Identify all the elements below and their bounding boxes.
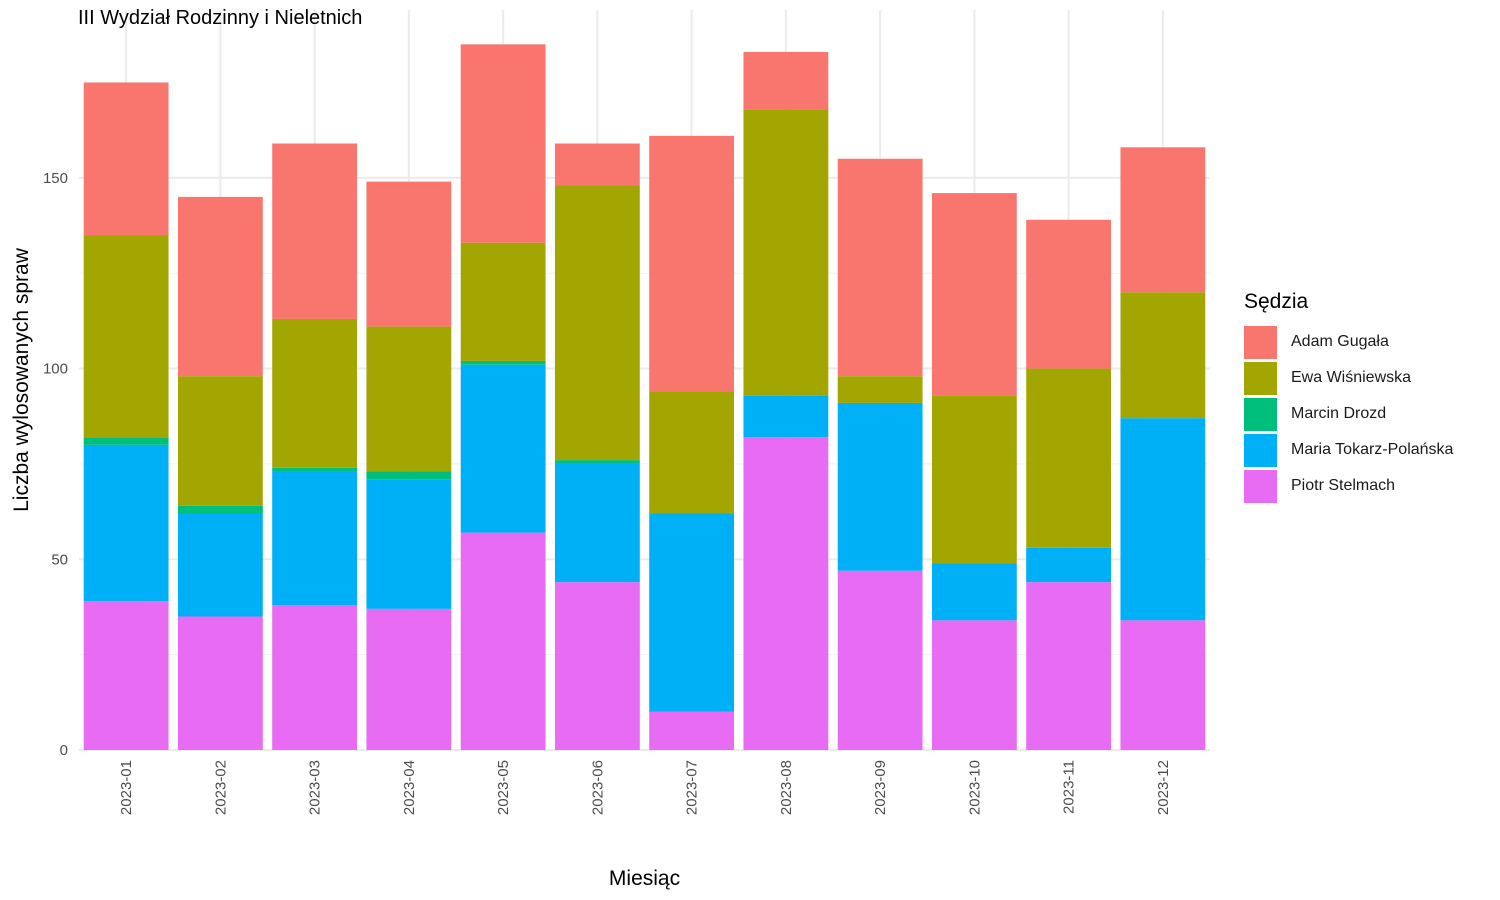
legend-swatch (1244, 397, 1277, 431)
y-axis-title: Liczba wylosowanych spraw (10, 247, 33, 512)
x-tick-label: 2023-07 (684, 760, 701, 815)
bar-segment-marcin-drozd (460, 360, 546, 365)
bar-segment-piotr-stelmach (366, 608, 452, 750)
bar-segment-ewa-wi-niewska (931, 395, 1017, 564)
bar-segment-maria-tokarz-pola-ska (743, 395, 829, 438)
bar-segment-marcin-drozd (177, 505, 263, 514)
bar-segment-ewa-wi-niewska (460, 242, 546, 361)
bar-segment-marcin-drozd (366, 471, 452, 480)
chart-title: III Wydział Rodzinny i Nieletnich (78, 7, 363, 29)
bar-segment-marcin-drozd (554, 460, 640, 464)
legend-label: Marcin Drozd (1291, 405, 1387, 422)
x-tick-label: 2023-05 (495, 760, 512, 815)
bar-segment-ewa-wi-niewska (1026, 368, 1112, 548)
bar-segment-ewa-wi-niewska (1120, 292, 1206, 419)
legend-label: Adam Gugała (1291, 333, 1389, 350)
y-tick-label: 0 (60, 742, 68, 759)
bar-segment-piotr-stelmach (83, 601, 169, 750)
bar-segment-adam-guga-a (272, 143, 358, 319)
bar-segment-ewa-wi-niewska (554, 185, 640, 461)
bar-segment-maria-tokarz-pola-ska (931, 563, 1017, 621)
x-tick-label: 2023-09 (872, 760, 889, 815)
bar-segment-maria-tokarz-pola-ska (554, 463, 640, 583)
legend-swatch (1244, 433, 1277, 467)
bar-segment-piotr-stelmach (1120, 620, 1206, 750)
legend-item: Maria Tokarz-Polańska (1244, 432, 1453, 468)
bar-segment-maria-tokarz-pola-ska (366, 479, 452, 609)
legend-item: Piotr Stelmach (1244, 468, 1453, 504)
legend-item: Adam Gugała (1244, 324, 1453, 360)
bar-segment-adam-guga-a (743, 51, 829, 110)
bar-segment-maria-tokarz-pola-ska (177, 513, 263, 617)
x-tick-label: 2023-06 (589, 760, 606, 815)
bar-segment-maria-tokarz-pola-ska (649, 513, 735, 712)
x-tick-label: 2023-10 (966, 760, 983, 815)
bar-segment-piotr-stelmach (1026, 582, 1112, 750)
bar-segment-adam-guga-a (1120, 147, 1206, 293)
x-tick-label: 2023-04 (401, 760, 418, 815)
bar-segment-piotr-stelmach (931, 620, 1017, 750)
bar-segment-piotr-stelmach (272, 605, 358, 750)
legend-item: Ewa Wiśniewska (1244, 360, 1453, 396)
bar-segment-piotr-stelmach (460, 532, 546, 750)
bar-segment-marcin-drozd (272, 467, 358, 472)
x-tick-label: 2023-11 (1061, 760, 1078, 814)
x-tick-label: 2023-01 (118, 760, 135, 815)
x-tick-label: 2023-03 (307, 760, 324, 815)
y-tick-label: 150 (43, 170, 68, 187)
bar-segment-maria-tokarz-pola-ska (460, 364, 546, 533)
bar-segment-piotr-stelmach (554, 582, 640, 750)
bar-segment-maria-tokarz-pola-ska (837, 402, 923, 571)
y-tick-label: 50 (51, 551, 68, 568)
bar-segment-ewa-wi-niewska (177, 376, 263, 506)
bar-segment-ewa-wi-niewska (837, 376, 923, 403)
bar-segment-marcin-drozd (83, 437, 169, 445)
bar-segment-adam-guga-a (1026, 219, 1112, 369)
legend: Sędzia Adam Gugała Ewa Wiśniewska Marcin D… (1244, 290, 1453, 504)
legend-label: Piotr Stelmach (1291, 477, 1396, 494)
bar-segment-piotr-stelmach (743, 437, 829, 750)
legend-swatch (1244, 361, 1277, 395)
legend-item: Marcin Drozd (1244, 396, 1453, 432)
x-tick-label: 2023-08 (778, 760, 795, 815)
legend-label: Maria Tokarz-Polańska (1291, 441, 1454, 458)
legend-swatch (1244, 325, 1277, 359)
legend-swatch (1244, 469, 1277, 503)
bar-segment-maria-tokarz-pola-ska (1120, 418, 1206, 621)
y-tick-label: 100 (43, 361, 68, 378)
bar-segment-adam-guga-a (649, 135, 735, 392)
bar-segment-maria-tokarz-pola-ska (272, 471, 358, 606)
bar-segment-maria-tokarz-pola-ska (1026, 547, 1112, 583)
bar-segment-adam-guga-a (460, 44, 546, 243)
bar-segment-piotr-stelmach (649, 711, 735, 750)
bar-segment-maria-tokarz-pola-ska (83, 444, 169, 602)
legend-title: Sędzia (1244, 290, 1309, 313)
bar-segment-ewa-wi-niewska (272, 318, 358, 468)
bar-segment-adam-guga-a (366, 181, 452, 327)
x-tick-label: 2023-02 (212, 760, 229, 815)
bar-segment-ewa-wi-niewska (366, 326, 452, 472)
bar-segment-adam-guga-a (177, 196, 263, 377)
bar-segment-adam-guga-a (83, 82, 169, 236)
bar-segment-adam-guga-a (931, 193, 1017, 396)
bar-segment-ewa-wi-niewska (649, 391, 735, 514)
bar-segment-piotr-stelmach (177, 616, 263, 750)
bar-segment-ewa-wi-niewska (743, 109, 829, 396)
legend-items: Adam Gugała Ewa Wiśniewska Marcin Drozd Mar… (1244, 324, 1453, 504)
bar-segment-adam-guga-a (837, 158, 923, 377)
x-tick-label: 2023-12 (1155, 760, 1172, 815)
legend-label: Ewa Wiśniewska (1291, 369, 1412, 386)
bar-segment-ewa-wi-niewska (83, 235, 169, 438)
bar-segment-adam-guga-a (554, 143, 640, 186)
bar-segment-piotr-stelmach (837, 570, 923, 750)
x-axis-title: Miesiąc (609, 867, 680, 890)
